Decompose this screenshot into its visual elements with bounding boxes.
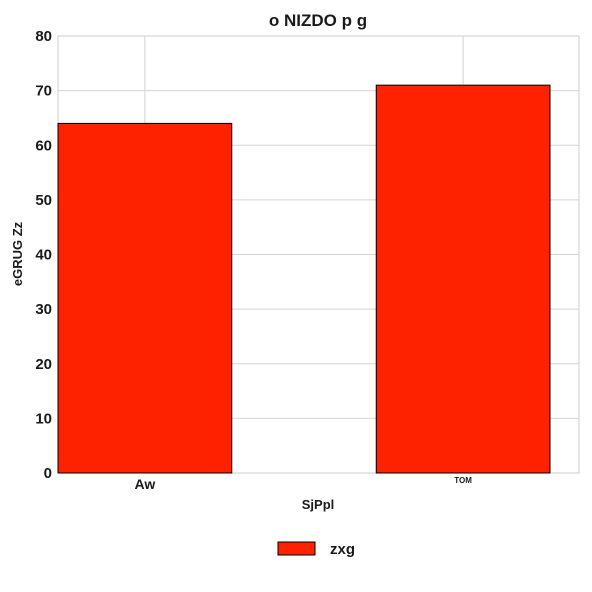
y-tick-label: 60 <box>35 137 52 154</box>
y-tick-label: 20 <box>35 356 52 373</box>
y-tick-label: 0 <box>44 465 52 482</box>
bars <box>57 84 551 474</box>
y-tick-label: 40 <box>35 247 52 264</box>
bar-aw <box>57 122 233 474</box>
chart-title: o NIZDO p g <box>269 11 367 30</box>
legend: zxg <box>277 541 355 558</box>
y-axis-label: eGRUG Zz <box>10 221 25 286</box>
x-axis-label: SjPpl <box>302 497 335 512</box>
x-tick-label: TOM <box>454 476 472 485</box>
legend-swatch <box>277 541 316 556</box>
y-axis-ticks: 0 10 20 30 40 50 60 70 80 <box>35 28 52 482</box>
y-tick-label: 50 <box>35 192 52 209</box>
y-tick-label: 80 <box>35 28 52 45</box>
x-axis-ticks: Aw TOM <box>135 476 473 492</box>
y-tick-label: 70 <box>35 83 52 100</box>
x-tick-label: Aw <box>135 476 156 492</box>
bar-tom <box>375 84 551 474</box>
legend-label: zxg <box>330 541 355 558</box>
y-tick-label: 10 <box>35 410 52 427</box>
y-tick-label: 30 <box>35 301 52 318</box>
